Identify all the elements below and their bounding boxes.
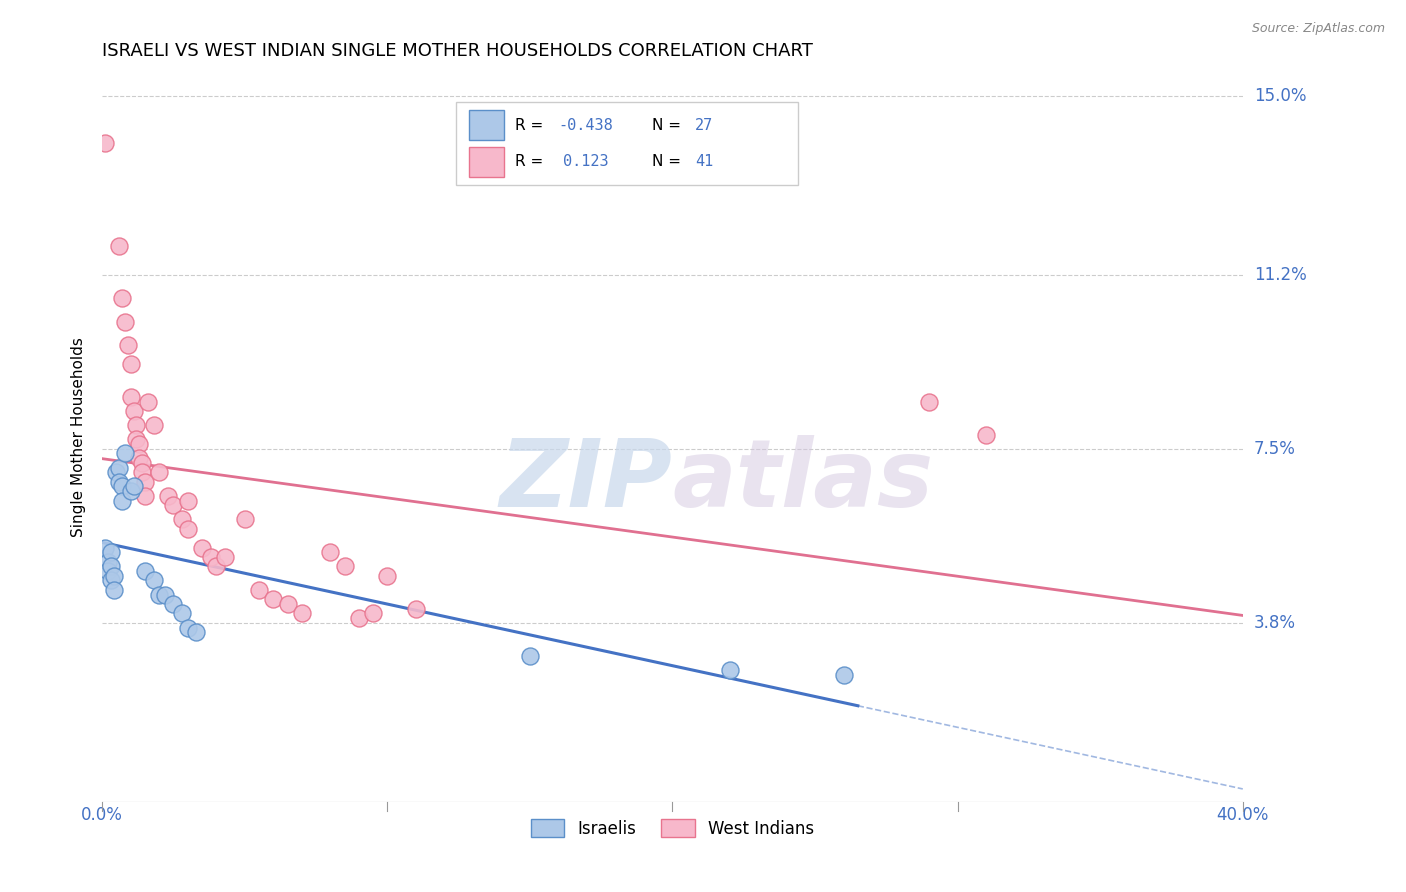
- Point: [120, 484, 142, 499]
- FancyBboxPatch shape: [470, 111, 503, 140]
- Point: [361, 607, 384, 621]
- Point: [108, 475, 131, 489]
- Point: [319, 545, 342, 559]
- Point: [103, 568, 125, 582]
- Point: [94, 541, 117, 555]
- Point: [117, 338, 139, 352]
- Point: [125, 418, 148, 433]
- Text: N =: N =: [652, 154, 686, 169]
- Text: ISRAELI VS WEST INDIAN SINGLE MOTHER HOUSEHOLDS CORRELATION CHART: ISRAELI VS WEST INDIAN SINGLE MOTHER HOU…: [103, 42, 813, 60]
- Legend: Israelis, West Indians: Israelis, West Indians: [524, 813, 821, 845]
- Point: [120, 357, 142, 371]
- FancyBboxPatch shape: [470, 147, 503, 177]
- Text: 15.0%: 15.0%: [1254, 87, 1306, 105]
- Point: [142, 574, 165, 588]
- Text: ZIP: ZIP: [499, 434, 672, 527]
- Point: [148, 588, 170, 602]
- Point: [97, 564, 120, 578]
- Point: [347, 611, 370, 625]
- Point: [131, 456, 153, 470]
- Point: [377, 568, 399, 582]
- Point: [131, 465, 153, 479]
- Point: [120, 390, 142, 404]
- Point: [108, 460, 131, 475]
- Text: 3.8%: 3.8%: [1254, 614, 1296, 632]
- Point: [177, 493, 200, 508]
- Point: [233, 512, 256, 526]
- Point: [262, 592, 284, 607]
- Text: 11.2%: 11.2%: [1254, 266, 1306, 284]
- Text: 27: 27: [696, 118, 714, 133]
- Point: [100, 574, 122, 588]
- Y-axis label: Single Mother Households: Single Mother Households: [72, 337, 86, 537]
- Point: [108, 239, 131, 253]
- Point: [291, 607, 314, 621]
- Point: [94, 136, 117, 150]
- Point: [277, 597, 299, 611]
- Point: [100, 559, 122, 574]
- Text: N =: N =: [652, 118, 686, 133]
- Point: [125, 433, 148, 447]
- Point: [162, 498, 184, 512]
- Point: [153, 588, 176, 602]
- Text: 41: 41: [696, 154, 714, 169]
- Text: -0.438: -0.438: [558, 118, 613, 133]
- Text: Source: ZipAtlas.com: Source: ZipAtlas.com: [1251, 22, 1385, 36]
- Point: [134, 475, 156, 489]
- Point: [186, 625, 208, 640]
- Point: [111, 493, 134, 508]
- Point: [122, 404, 145, 418]
- Point: [519, 648, 541, 663]
- Point: [156, 489, 179, 503]
- Point: [405, 601, 427, 615]
- FancyBboxPatch shape: [456, 102, 799, 186]
- Point: [136, 394, 159, 409]
- Point: [97, 555, 120, 569]
- Point: [177, 522, 200, 536]
- Point: [974, 427, 997, 442]
- Point: [134, 489, 156, 503]
- Point: [170, 607, 193, 621]
- Point: [214, 549, 236, 564]
- Point: [205, 559, 228, 574]
- Point: [111, 291, 134, 305]
- Point: [718, 663, 741, 677]
- Point: [114, 446, 136, 460]
- Point: [200, 549, 222, 564]
- Text: 7.5%: 7.5%: [1254, 440, 1296, 458]
- Point: [162, 597, 184, 611]
- Point: [333, 559, 356, 574]
- Text: atlas: atlas: [672, 434, 934, 527]
- Point: [122, 479, 145, 493]
- Point: [247, 582, 270, 597]
- Point: [103, 582, 125, 597]
- Point: [134, 564, 156, 578]
- Point: [128, 451, 150, 466]
- Point: [142, 418, 165, 433]
- Point: [100, 545, 122, 559]
- Point: [114, 315, 136, 329]
- Text: R =: R =: [515, 154, 548, 169]
- Text: R =: R =: [515, 118, 548, 133]
- Point: [111, 479, 134, 493]
- Point: [128, 437, 150, 451]
- Point: [148, 465, 170, 479]
- Point: [105, 465, 128, 479]
- Point: [832, 667, 855, 681]
- Point: [191, 541, 214, 555]
- Point: [177, 620, 200, 634]
- Point: [170, 512, 193, 526]
- Text: 0.123: 0.123: [562, 154, 609, 169]
- Point: [918, 394, 941, 409]
